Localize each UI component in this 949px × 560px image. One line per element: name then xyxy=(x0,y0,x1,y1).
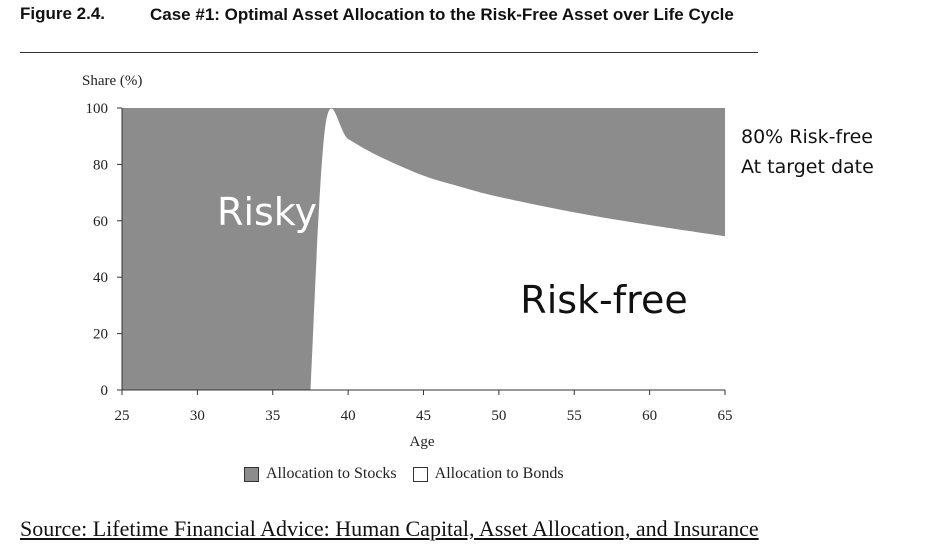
legend: Allocation to Stocks Allocation to Bonds xyxy=(244,465,580,483)
x-tick-label: 45 xyxy=(416,408,431,424)
riskfree-annotation: Risk-free xyxy=(520,278,687,322)
y-axis-label: Share (%) xyxy=(82,73,142,89)
target-annotation-line1: 80% Risk-free xyxy=(741,126,873,148)
title-rule xyxy=(20,52,758,53)
figure-title: Case #1: Optimal Asset Allocation to the… xyxy=(150,5,734,24)
y-tick-label: 40 xyxy=(93,270,108,286)
x-tick-label: 25 xyxy=(115,408,130,424)
figure-label: Figure 2.4. xyxy=(20,4,106,23)
legend-label-bonds: Allocation to Bonds xyxy=(434,465,564,482)
legend-swatch-stocks xyxy=(244,466,259,482)
x-axis-label: Age xyxy=(410,434,435,450)
legend-label-stocks: Allocation to Stocks xyxy=(266,465,397,482)
x-tick-label: 30 xyxy=(190,408,205,424)
x-tick-label: 35 xyxy=(265,408,280,424)
legend-swatch-bonds xyxy=(412,466,428,482)
y-tick-label: 0 xyxy=(101,383,109,399)
legend-item-bonds: Allocation to Bonds xyxy=(412,465,564,483)
x-tick-label: 40 xyxy=(341,408,356,424)
source-link[interactable]: Source: Lifetime Financial Advice: Human… xyxy=(20,516,759,541)
target-annotation-line2: At target date xyxy=(741,156,874,178)
risky-annotation: Risky xyxy=(217,190,317,234)
plot-area: 0 20 40 60 80 100 25 30 35 40 45 50 55 60 65 xyxy=(86,101,733,424)
x-tick-label: 65 xyxy=(718,408,733,424)
y-tick-label: 80 xyxy=(93,157,108,173)
stocks-area xyxy=(122,108,725,390)
x-tick-label: 55 xyxy=(567,408,582,424)
y-tick-label: 60 xyxy=(93,214,108,230)
x-tick-label: 60 xyxy=(642,408,657,424)
legend-item-stocks: Allocation to Stocks xyxy=(244,465,397,483)
y-tick-label: 20 xyxy=(93,327,108,343)
x-tick-label: 50 xyxy=(491,408,506,424)
y-tick-label: 100 xyxy=(86,101,109,117)
